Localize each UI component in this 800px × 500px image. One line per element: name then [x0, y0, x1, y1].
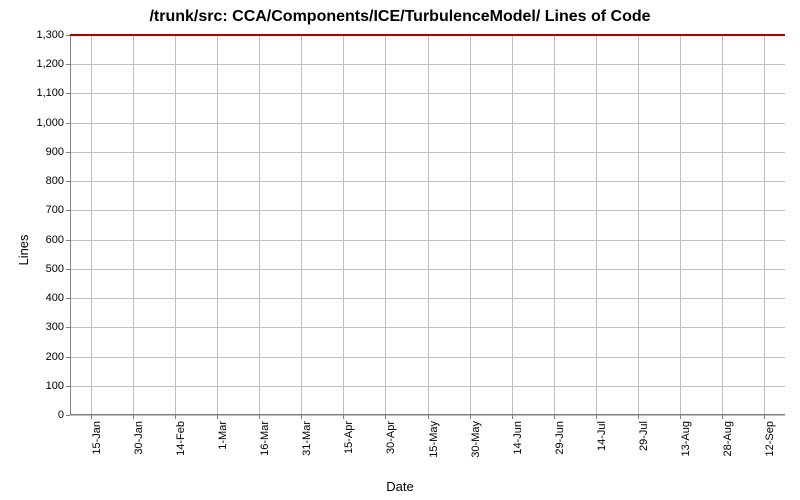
y-tick-label: 400 — [46, 292, 64, 304]
grid-line-vertical — [385, 35, 386, 415]
x-tick-label: 30-Jan — [133, 421, 145, 455]
x-tick-mark — [91, 415, 92, 419]
x-tick-label: 13-Aug — [680, 421, 692, 456]
x-tick-label: 14-Feb — [175, 421, 187, 456]
grid-line-vertical — [217, 35, 218, 415]
x-tick-label: 15-May — [428, 421, 440, 458]
x-tick-label: 28-Aug — [722, 421, 734, 456]
x-tick-mark — [638, 415, 639, 419]
x-tick-mark — [764, 415, 765, 419]
y-tick-label: 1,300 — [36, 29, 64, 41]
x-axis-label: Date — [0, 479, 800, 494]
x-tick-mark — [175, 415, 176, 419]
y-axis-label: Lines — [16, 234, 31, 265]
x-axis-line — [70, 414, 785, 415]
x-tick-mark — [217, 415, 218, 419]
x-tick-mark — [343, 415, 344, 419]
y-tick-label: 500 — [46, 263, 64, 275]
x-tick-mark — [722, 415, 723, 419]
grid-line-vertical — [638, 35, 639, 415]
x-tick-label: 30-Apr — [385, 421, 397, 454]
grid-line-vertical — [680, 35, 681, 415]
x-tick-label: 12-Sep — [764, 421, 776, 456]
grid-line-vertical — [133, 35, 134, 415]
y-tick-label: 0 — [58, 409, 64, 421]
grid-line-vertical — [259, 35, 260, 415]
grid-line-vertical — [596, 35, 597, 415]
x-tick-label: 31-Mar — [301, 421, 313, 456]
x-tick-mark — [554, 415, 555, 419]
grid-line-vertical — [343, 35, 344, 415]
chart-title: /trunk/src: CCA/Components/ICE/Turbulenc… — [0, 8, 800, 26]
x-tick-mark — [428, 415, 429, 419]
x-tick-label: 29-Jun — [554, 421, 566, 455]
y-tick-label: 300 — [46, 321, 64, 333]
grid-line-vertical — [175, 35, 176, 415]
grid-line-vertical — [554, 35, 555, 415]
y-tick-mark — [66, 415, 70, 416]
x-tick-label: 30-May — [470, 421, 482, 458]
y-tick-label: 1,000 — [36, 117, 64, 129]
y-axis-line — [70, 35, 71, 415]
y-tick-label: 100 — [46, 380, 64, 392]
x-tick-mark — [301, 415, 302, 419]
chart-container: /trunk/src: CCA/Components/ICE/Turbulenc… — [0, 0, 800, 500]
x-tick-mark — [385, 415, 386, 419]
grid-line-vertical — [301, 35, 302, 415]
y-tick-label: 700 — [46, 204, 64, 216]
grid-line-vertical — [722, 35, 723, 415]
x-tick-label: 14-Jul — [596, 421, 608, 451]
grid-line-vertical — [512, 35, 513, 415]
x-tick-mark — [596, 415, 597, 419]
y-tick-label: 1,200 — [36, 58, 64, 70]
data-series-line — [70, 34, 785, 36]
x-tick-label: 15-Jan — [91, 421, 103, 455]
y-tick-label: 600 — [46, 234, 64, 246]
x-tick-label: 29-Jul — [638, 421, 650, 451]
x-tick-label: 1-Mar — [217, 421, 229, 450]
y-tick-label: 200 — [46, 351, 64, 363]
x-tick-mark — [512, 415, 513, 419]
grid-line-vertical — [764, 35, 765, 415]
x-tick-label: 16-Mar — [259, 421, 271, 456]
y-tick-label: 800 — [46, 175, 64, 187]
x-tick-label: 14-Jun — [512, 421, 524, 455]
grid-line-vertical — [91, 35, 92, 415]
x-tick-label: 15-Apr — [343, 421, 355, 454]
y-tick-label: 1,100 — [36, 87, 64, 99]
x-tick-mark — [133, 415, 134, 419]
grid-line-vertical — [470, 35, 471, 415]
x-tick-mark — [259, 415, 260, 419]
y-tick-label: 900 — [46, 146, 64, 158]
x-tick-mark — [470, 415, 471, 419]
grid-line-vertical — [428, 35, 429, 415]
x-tick-mark — [680, 415, 681, 419]
plot-area: 01002003004005006007008009001,0001,1001,… — [70, 35, 785, 415]
